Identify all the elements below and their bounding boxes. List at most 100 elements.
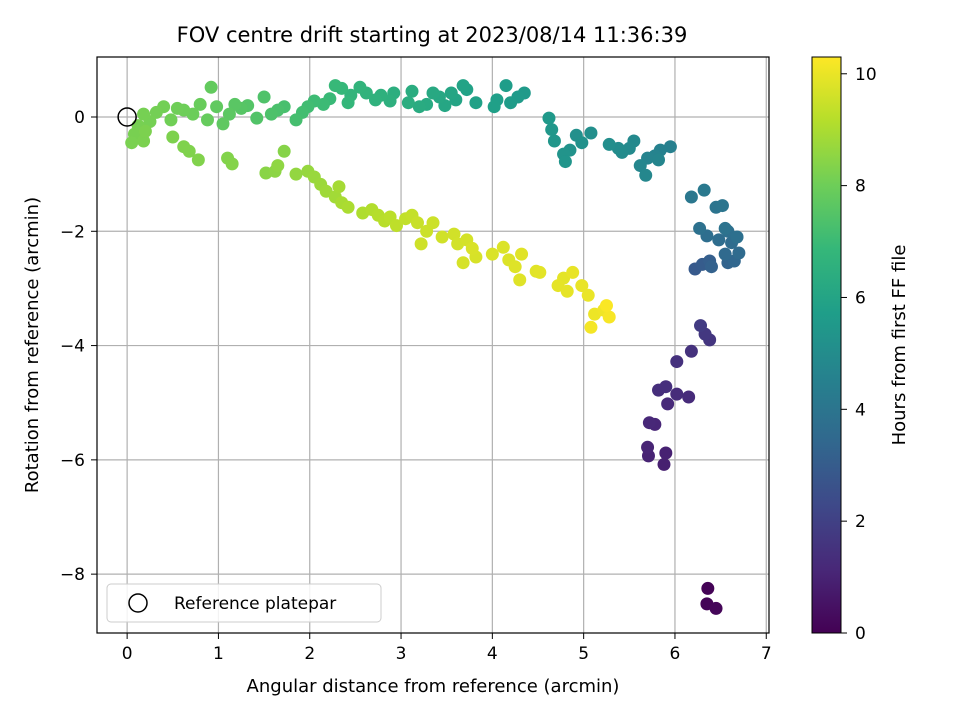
data-point: [566, 265, 580, 279]
data-point: [547, 134, 561, 148]
data-point: [732, 246, 746, 260]
data-point: [584, 320, 598, 334]
y-tick-label: −2: [60, 222, 85, 242]
data-point: [542, 111, 556, 125]
data-point: [164, 113, 178, 127]
data-point: [182, 144, 196, 158]
data-point: [715, 199, 729, 213]
y-axis-ticks: −8 −6 −4 −2 0: [60, 108, 97, 585]
colorbar: 0 2 4 6 8 10 Hours from first FF file: [811, 56, 910, 644]
chart-title: FOV centre drift starting at 2023/08/14 …: [177, 23, 688, 47]
data-point: [210, 100, 224, 114]
x-axis-label: Angular distance from reference (arcmin): [247, 676, 620, 697]
data-point: [332, 180, 346, 194]
data-point: [657, 457, 671, 471]
data-point: [222, 107, 236, 121]
data-point: [341, 96, 355, 110]
data-point: [712, 233, 726, 247]
data-points: [125, 79, 746, 615]
colorbar-tick-label: 8: [855, 177, 866, 197]
reference-marker: [117, 107, 137, 127]
data-point: [191, 153, 205, 167]
x-tick-label: 2: [304, 644, 315, 664]
y-axis-label: Rotation from reference (arcmin): [22, 197, 43, 493]
data-point: [560, 284, 574, 298]
data-point: [328, 79, 342, 93]
legend-box: [106, 583, 382, 623]
data-point: [444, 86, 458, 100]
data-point: [575, 136, 589, 150]
data-point: [704, 260, 718, 274]
data-point: [599, 299, 613, 313]
data-point: [684, 190, 698, 204]
x-axis-ticks: 0 1 2 3 4 5 6 7: [122, 633, 772, 664]
data-point: [368, 93, 382, 107]
data-point: [639, 168, 653, 182]
data-point: [170, 101, 184, 115]
data-point: [456, 256, 470, 270]
data-point: [138, 124, 152, 138]
x-tick-label: 7: [761, 644, 772, 664]
data-point: [701, 581, 715, 595]
data-point: [533, 265, 547, 279]
data-point: [216, 117, 230, 131]
plot-frame: [96, 56, 770, 634]
data-point: [504, 96, 518, 110]
grid: [97, 57, 769, 633]
legend: Reference platepar: [106, 583, 382, 623]
data-point: [641, 440, 655, 454]
data-point: [193, 97, 207, 111]
data-point: [693, 221, 707, 235]
colorbar-tick-label: 6: [855, 288, 866, 308]
data-point: [469, 96, 483, 110]
data-point: [709, 601, 723, 615]
data-point: [718, 247, 732, 261]
data-point: [410, 216, 424, 230]
x-tick-label: 0: [122, 644, 133, 664]
data-point: [426, 86, 440, 100]
data-point: [389, 219, 403, 233]
data-point: [581, 288, 595, 302]
data-point: [602, 310, 616, 324]
data-point: [137, 134, 151, 148]
x-tick-label: 5: [578, 644, 589, 664]
x-tick-label: 1: [213, 644, 224, 664]
data-point: [670, 387, 684, 401]
data-point: [149, 105, 163, 119]
x-tick-label: 4: [487, 644, 498, 664]
data-point: [485, 247, 499, 261]
x-tick-label: 3: [396, 644, 407, 664]
data-point: [414, 237, 428, 251]
data-point: [166, 130, 180, 144]
colorbar-tick-label: 0: [855, 624, 866, 644]
data-point: [225, 157, 239, 171]
data-point: [682, 390, 696, 404]
data-point: [670, 355, 684, 369]
data-point: [426, 216, 440, 230]
data-point: [204, 80, 218, 94]
colorbar-tick-label: 10: [855, 65, 877, 85]
y-tick-label: −6: [60, 451, 85, 471]
legend-label: Reference platepar: [174, 594, 336, 614]
data-point: [435, 230, 449, 244]
data-point: [684, 344, 698, 358]
data-point: [405, 84, 419, 98]
data-point: [584, 126, 598, 140]
data-point: [465, 241, 479, 255]
colorbar-ticks: 0 2 4 6 8 10: [841, 65, 877, 644]
data-point: [602, 137, 616, 151]
data-point: [718, 221, 732, 235]
data-point: [661, 397, 675, 411]
data-point: [289, 167, 303, 181]
data-point: [341, 200, 355, 214]
colorbar-tick-label: 4: [855, 400, 866, 420]
data-point: [456, 79, 470, 93]
colorbar-gradient: [811, 56, 842, 634]
data-point: [694, 319, 708, 333]
data-point: [487, 100, 501, 114]
plot-area: [96, 56, 770, 634]
y-tick-label: −8: [60, 565, 85, 585]
data-point: [250, 111, 264, 125]
data-point: [277, 144, 291, 158]
